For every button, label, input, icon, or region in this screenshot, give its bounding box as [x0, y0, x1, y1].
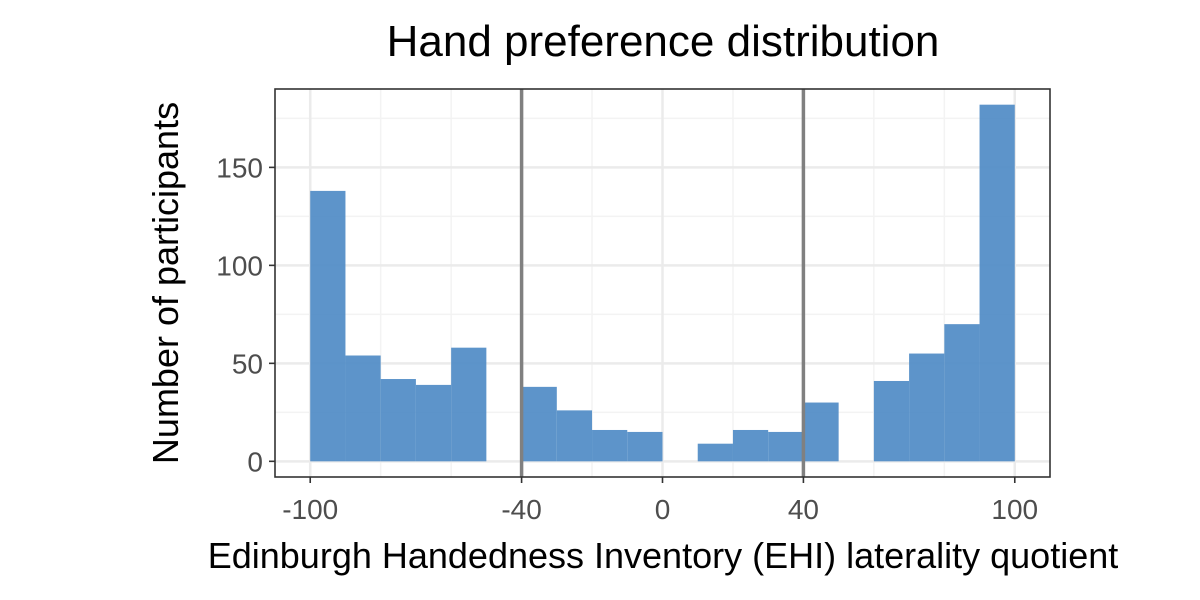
x-tick-label: -100	[282, 494, 338, 525]
histogram-bar	[627, 431, 663, 462]
histogram-bar	[803, 402, 839, 462]
x-tick-label: 40	[788, 494, 819, 525]
histogram-bar	[979, 104, 1015, 462]
histogram-bar	[556, 410, 593, 462]
histogram-bar	[592, 429, 628, 462]
histogram-bar	[310, 190, 346, 462]
histogram-bar	[768, 431, 804, 462]
histogram-bar	[944, 324, 980, 462]
histogram-bar	[697, 443, 733, 462]
histogram-bar	[380, 379, 416, 462]
x-tick-label: -40	[501, 494, 541, 525]
histogram-bar	[521, 386, 557, 462]
x-tick-label: 100	[991, 494, 1038, 525]
y-axis-ticks: 0 50 100 150	[216, 152, 275, 477]
x-axis-title: Edinburgh Handedness Inventory (EHI) lat…	[208, 535, 1119, 576]
x-tick-label: 0	[655, 494, 671, 525]
histogram-bar	[873, 380, 910, 462]
y-tick-label: 50	[232, 348, 263, 379]
x-axis-ticks: -100 -40 0 40 100	[282, 477, 1038, 525]
histogram-bar	[415, 384, 452, 462]
histogram-bar	[345, 355, 381, 462]
y-axis-title: Number of participants	[145, 102, 186, 464]
y-tick-label: 150	[216, 152, 263, 183]
histogram-bar	[451, 347, 487, 462]
y-tick-label: 100	[216, 250, 263, 281]
chart-title: Hand preference distribution	[387, 17, 940, 66]
reference-lines	[519, 89, 806, 477]
histogram-bar	[732, 429, 769, 462]
y-tick-label: 0	[247, 446, 263, 477]
histogram-bars	[310, 104, 1015, 462]
histogram-bar	[909, 353, 945, 462]
